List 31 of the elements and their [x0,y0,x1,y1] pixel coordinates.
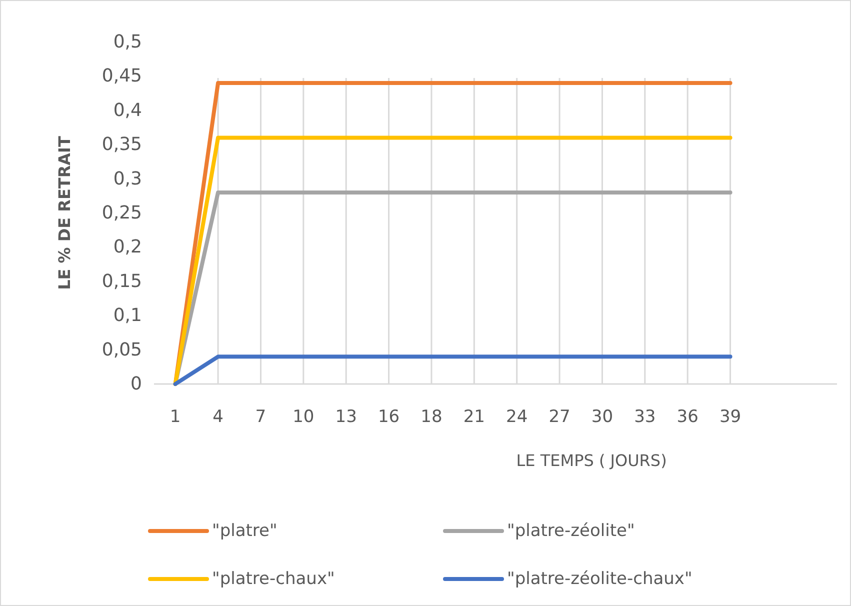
y-tick-label: 0 [130,374,142,394]
y-tick-label: 0,4 [113,100,142,121]
x-tick-label: 27 [548,407,570,427]
x-tick-label: 10 [292,407,314,427]
y-tick-label: 0,2 [113,236,142,258]
y-tick-label: 0,45 [102,66,142,87]
x-tick-label: 18 [420,407,442,427]
x-tick-label: 13 [335,407,357,427]
y-tick-label: 0,1 [113,305,142,326]
y-tick-label: 0,35 [102,134,142,156]
x-tick-label: 33 [634,407,656,427]
legend-label: "platre-zéolite-chaux" [507,569,692,589]
y-tick-label: 0,5 [113,32,142,52]
legend-label: "platre-zéolite" [507,521,635,541]
x-tick-label: 1 [170,407,181,427]
y-tick-label: 0,3 [113,168,142,190]
y-tick-label: 0,15 [102,270,142,292]
legend-label: "platre-chaux" [212,569,335,589]
x-tick-label: 16 [378,407,400,427]
x-tick-label: 36 [676,407,698,427]
legend-label: "platre" [212,521,278,541]
x-axis-title: LE TEMPS ( JOURS) [516,451,667,470]
x-tick-label: 7 [255,407,266,427]
x-tick-label: 30 [591,407,614,427]
y-tick-label: 0,25 [102,202,142,224]
y-tick-label: 0,05 [102,339,142,360]
x-tick-label: 21 [463,407,485,427]
x-tick-label: 24 [506,407,528,427]
x-tick-label: 39 [719,407,742,427]
x-tick-label: 4 [212,407,224,427]
y-axis-title: LE % DE RETRAIT [55,136,74,290]
